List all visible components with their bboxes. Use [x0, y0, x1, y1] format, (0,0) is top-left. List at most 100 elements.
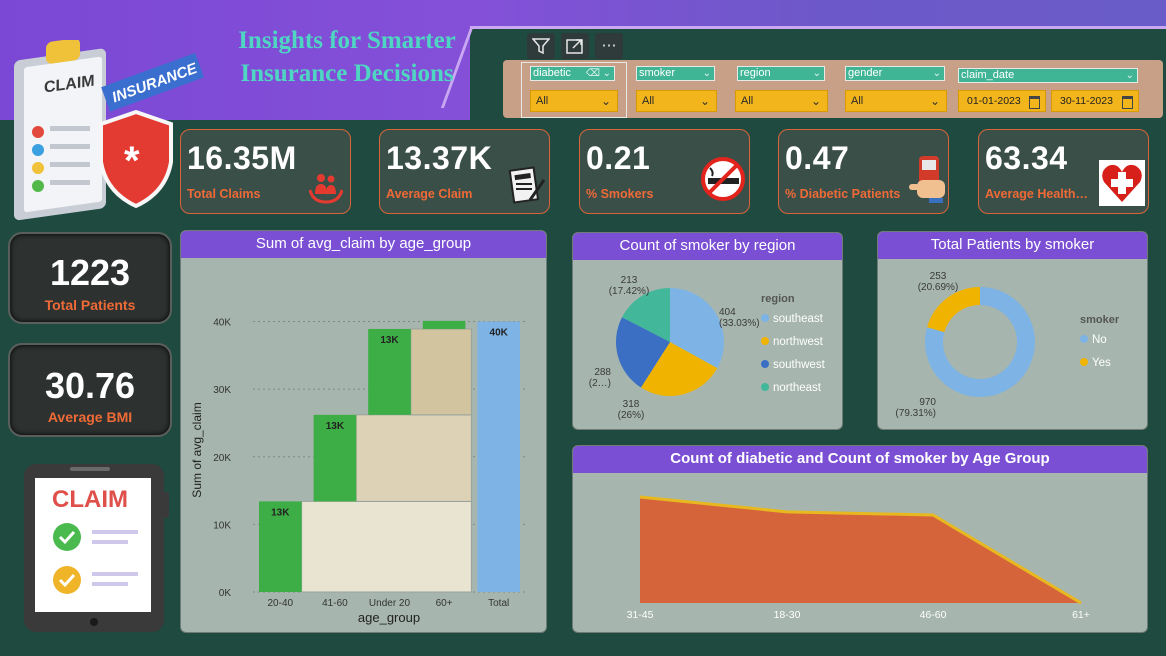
page-title: Insights for Smarter Insurance Decisions — [212, 24, 482, 90]
pie-slice — [616, 317, 670, 388]
slicer-smoker-value: All — [642, 95, 655, 107]
pie-slice — [622, 288, 670, 342]
no-smoking-icon — [701, 157, 745, 201]
legend-marker — [1080, 358, 1088, 366]
more-options-icon[interactable]: ⋯ — [595, 33, 623, 59]
legend-label: northeast — [773, 382, 822, 394]
kpi-value: 0.21 — [586, 140, 651, 176]
chart-smoker-by-region: Count of smoker by region 404 (33.03%) 318… — [572, 232, 843, 430]
kpi-value: 1223 — [49, 252, 131, 293]
slicer-gender-value: All — [851, 95, 864, 107]
chevron-down-icon[interactable]: ⌄ — [702, 68, 711, 79]
chart-title: Sum of avg_claim by age_group — [181, 231, 546, 258]
area-fill — [640, 497, 1081, 603]
kpi-value: 13.37K — [386, 140, 493, 176]
slicer-diabetic-value: All — [536, 95, 549, 107]
chevron-down-icon[interactable]: ⌄ — [602, 68, 611, 79]
slicer-smoker-dropdown[interactable]: All ⌄ — [636, 90, 717, 112]
legend-marker — [761, 337, 769, 345]
calendar-icon[interactable] — [1029, 96, 1040, 109]
pie-slice — [927, 287, 980, 333]
chart-avg-claim-by-age: Sum of avg_claim by age_group 0K 10K 20K 30… — [180, 230, 547, 633]
legend-label: No — [1092, 334, 1107, 346]
eraser-icon[interactable]: ⌫ — [585, 68, 600, 79]
data-label: 40K — [490, 328, 509, 339]
filter-icon[interactable] — [527, 33, 555, 59]
chevron-down-icon[interactable]: ⌄ — [812, 68, 821, 79]
kpi-card-average-bmi: 30.76 Average BMI — [8, 343, 172, 437]
heart-health-icon — [1099, 160, 1145, 206]
x-tick-label: 60+ — [436, 598, 453, 609]
slice-label-percent: (2…) — [589, 378, 611, 389]
date-start-input[interactable]: 01-01-2023 — [958, 90, 1046, 112]
legend-label: Yes — [1092, 357, 1111, 369]
slice-label-value: 970 — [919, 397, 936, 408]
slice-label-value: 253 — [930, 271, 947, 282]
kpi-label: % Diabetic Patients — [785, 187, 901, 201]
slice-label-percent: (33.03%) — [719, 318, 760, 329]
slicer-region-dropdown[interactable]: All ⌄ — [735, 90, 828, 112]
slicer-claim-date-label: claim_date — [961, 69, 1015, 81]
slicer-gender-header[interactable]: gender ⌄ — [845, 66, 945, 81]
x-tick-label: 18-30 — [774, 609, 801, 621]
slicer-region-header[interactable]: region ⌄ — [737, 66, 825, 81]
slicer-smoker-header[interactable]: smoker ⌄ — [636, 66, 715, 81]
bar — [368, 328, 411, 415]
date-start-value: 01-01-2023 — [967, 95, 1021, 107]
chevron-down-icon[interactable]: ⌄ — [1125, 70, 1134, 81]
slicer-diabetic-header[interactable]: diabetic ⌫ ⌄ — [530, 66, 615, 81]
focus-mode-icon[interactable] — [561, 33, 589, 59]
kpi-label: Average BMI — [47, 409, 133, 425]
slicer-diabetic-dropdown[interactable]: All ⌄ — [530, 90, 618, 112]
waterfall-step-area — [301, 500, 472, 593]
slice-label-value: 404 — [719, 307, 736, 318]
legend-marker — [761, 314, 769, 322]
calendar-icon[interactable] — [1122, 96, 1133, 109]
kpi-label: Average Health… — [985, 187, 1089, 201]
y-tick-label: 0K — [219, 588, 232, 599]
svg-text:*: * — [124, 139, 140, 183]
kpi-label: Average Claim — [386, 187, 473, 201]
bar — [313, 414, 357, 502]
chart-diabetic-smoker-by-age: Count of diabetic and Count of smoker by… — [572, 445, 1148, 633]
waterfall-step-area — [410, 328, 472, 416]
legend-title: smoker — [1080, 314, 1120, 326]
chevron-down-icon: ⌄ — [600, 94, 611, 108]
legend-label: southwest — [773, 359, 826, 371]
chevron-down-icon[interactable]: ⌄ — [932, 68, 941, 79]
chart-title: Count of diabetic and Count of smoker by… — [573, 446, 1147, 473]
phone-claim-illustration: CLAIM — [24, 464, 169, 632]
chart-patients-by-smoker: Total Patients by smoker 970 (79.31%) 253(… — [877, 231, 1148, 430]
date-end-value: 30-11-2023 — [1060, 95, 1113, 107]
x-tick-label: Total — [488, 598, 509, 609]
legend-marker — [1080, 335, 1088, 343]
x-tick-label: 46-60 — [920, 609, 947, 621]
kpi-card-smokers: 0.21 % Smokers — [579, 129, 750, 214]
y-tick-label: 20K — [213, 453, 231, 464]
legend-label: northwest — [773, 336, 824, 348]
chevron-down-icon: ⌄ — [929, 94, 940, 108]
header-divider — [470, 26, 1166, 29]
bar — [259, 501, 302, 592]
kpi-label: % Smokers — [586, 187, 654, 201]
page-title-line1: Insights for Smarter — [238, 27, 456, 54]
x-axis-label: age_group — [358, 610, 420, 625]
date-end-input[interactable]: 30-11-2023 — [1051, 90, 1139, 112]
slicer-claim-date-header[interactable]: claim_date ⌄ — [958, 68, 1138, 83]
slice-label-percent: (17.42%) — [609, 286, 650, 297]
slicer-gender-dropdown[interactable]: All ⌄ — [845, 90, 947, 112]
chart-title: Total Patients by smoker — [878, 232, 1147, 259]
y-axis-label: Sum of avg_claim — [190, 402, 204, 497]
pie-slice — [925, 287, 1035, 397]
bar — [477, 321, 520, 592]
slice-label-percent: (26%) — [618, 410, 645, 421]
slice-label-value: 288 — [594, 367, 611, 378]
slicer-smoker-label: smoker — [639, 67, 676, 79]
kpi-value: 0.47 — [785, 140, 850, 176]
y-tick-label: 40K — [213, 318, 231, 329]
y-tick-label: 10K — [213, 520, 231, 531]
kpi-card-average-health: 63.34 Average Health… — [978, 129, 1149, 214]
chevron-down-icon: ⌄ — [699, 94, 710, 108]
pie-slice — [640, 342, 718, 396]
chevron-down-icon: ⌄ — [810, 94, 821, 108]
